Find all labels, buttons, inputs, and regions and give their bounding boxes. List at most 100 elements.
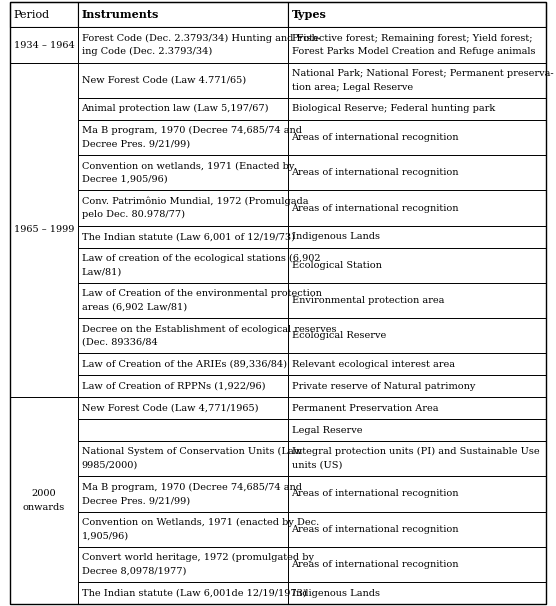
Bar [78,62,288,98]
Bar [288,98,546,120]
Text: 1,905/96): 1,905/96) [82,531,128,541]
Bar [78,120,288,155]
Bar [288,283,546,318]
Bar [78,283,288,318]
Text: 9985/2000): 9985/2000) [82,461,138,470]
Text: Decree 8,0978/1977): Decree 8,0978/1977) [82,567,186,576]
Text: Indigenous Lands: Indigenous Lands [291,588,380,598]
Bar [288,62,546,98]
Text: areas (6,902 Law/81): areas (6,902 Law/81) [82,303,187,311]
Text: Ecological Station: Ecological Station [291,261,381,270]
Bar [288,318,546,353]
Text: 2000: 2000 [32,490,56,498]
Text: tion area; Legal Reserve: tion area; Legal Reserve [291,82,413,92]
Text: Private reserve of Natural patrimony: Private reserve of Natural patrimony [291,382,475,391]
Text: Convert world heritage, 1972 (promulgated by: Convert world heritage, 1972 (promulgate… [82,553,314,562]
Text: Decree Pres. 9/21/99): Decree Pres. 9/21/99) [82,140,190,148]
Bar [288,397,546,419]
Text: Law of Creation of the environmental protection: Law of Creation of the environmental pro… [82,289,321,298]
Bar [78,155,288,190]
Bar [10,397,78,604]
Text: The Indian statute (Law 6,001de 12/19/1973): The Indian statute (Law 6,001de 12/19/19… [82,588,306,598]
Bar [288,353,546,375]
Bar [78,511,288,547]
Bar [10,27,78,62]
Bar [288,155,546,190]
Text: Period: Period [13,10,49,20]
Bar [288,511,546,547]
Bar [78,547,288,582]
Bar [288,120,546,155]
Bar [78,190,288,225]
Text: Areas of international recognition: Areas of international recognition [291,168,459,178]
Text: Forest Parks Model Creation and Refuge animals: Forest Parks Model Creation and Refuge a… [291,47,535,56]
Text: Conv. Patrimônio Mundial, 1972 (Promulgada: Conv. Patrimônio Mundial, 1972 (Promulga… [82,196,308,206]
Text: Convention on wetlands, 1971 (Enacted by: Convention on wetlands, 1971 (Enacted by [82,162,294,171]
Bar [288,225,546,248]
Text: Areas of international recognition: Areas of international recognition [291,490,459,498]
Text: Legal Reserve: Legal Reserve [291,425,362,435]
Text: National Park; National Forest; Permanent preserva-: National Park; National Forest; Permanen… [291,69,553,78]
Text: Areas of international recognition: Areas of international recognition [291,204,459,213]
Text: Integral protection units (PI) and Sustainable Use: Integral protection units (PI) and Susta… [291,447,539,456]
Text: Ma B program, 1970 (Decree 74,685/74 and: Ma B program, 1970 (Decree 74,685/74 and [82,126,301,135]
Bar [288,27,546,62]
Bar [288,190,546,225]
Text: Ecological Reserve: Ecological Reserve [291,331,386,341]
Text: New Forest Code (Law 4.771/65): New Forest Code (Law 4.771/65) [82,76,246,85]
Bar [10,2,78,27]
Bar [78,397,288,419]
Text: onwards: onwards [23,503,65,512]
Bar [78,582,288,604]
Text: Types: Types [291,9,326,20]
Bar [78,98,288,120]
Text: Environmental protection area: Environmental protection area [291,296,444,305]
Text: Convention on Wetlands, 1971 (enacted by Dec.: Convention on Wetlands, 1971 (enacted by… [82,518,319,527]
Text: Indigenous Lands: Indigenous Lands [291,232,380,241]
Bar [288,547,546,582]
Text: Instruments: Instruments [82,9,159,20]
Bar [78,476,288,511]
Bar [288,441,546,476]
Text: Areas of international recognition: Areas of international recognition [291,525,459,534]
Text: Biological Reserve; Federal hunting park: Biological Reserve; Federal hunting park [291,104,495,113]
Text: Decree on the Establishment of ecological reserves: Decree on the Establishment of ecologica… [82,325,336,334]
Text: Permanent Preservation Area: Permanent Preservation Area [291,404,438,413]
Text: Law of Creation of RPPNs (1,922/96): Law of Creation of RPPNs (1,922/96) [82,382,265,391]
Text: (Dec. 89336/84: (Dec. 89336/84 [82,338,157,347]
Text: 1934 – 1964: 1934 – 1964 [14,41,75,50]
Text: units (US): units (US) [291,461,342,470]
Text: Relevant ecological interest area: Relevant ecological interest area [291,360,454,369]
Text: Law of creation of the ecological stations (6,902: Law of creation of the ecological statio… [82,254,320,263]
Bar [78,248,288,283]
Bar [78,318,288,353]
Text: National System of Conservation Units (Law: National System of Conservation Units (L… [82,447,301,456]
Bar [78,375,288,397]
Bar [288,582,546,604]
Text: Law of Creation of the ARIEs (89,336/84): Law of Creation of the ARIEs (89,336/84) [82,360,286,369]
Bar [78,27,288,62]
Text: Areas of international recognition: Areas of international recognition [291,133,459,142]
Text: 1965 – 1999: 1965 – 1999 [14,225,74,235]
Text: Forest Code (Dec. 2.3793/34) Hunting and Fish-: Forest Code (Dec. 2.3793/34) Hunting and… [82,34,320,43]
Bar [288,419,546,441]
Bar [10,62,78,397]
Text: Animal protection law (Law 5,197/67): Animal protection law (Law 5,197/67) [82,104,269,113]
Bar [78,441,288,476]
Text: pelo Dec. 80.978/77): pelo Dec. 80.978/77) [82,210,185,219]
Bar [288,476,546,511]
Text: Areas of international recognition: Areas of international recognition [291,560,459,569]
Text: Law/81): Law/81) [82,267,122,276]
Bar [78,353,288,375]
Bar [78,2,288,27]
Text: The Indian statute (Law 6,001 of 12/19/73): The Indian statute (Law 6,001 of 12/19/7… [82,232,295,241]
Text: Ma B program, 1970 (Decree 74,685/74 and: Ma B program, 1970 (Decree 74,685/74 and [82,482,301,491]
Text: Decree 1,905/96): Decree 1,905/96) [82,175,167,184]
Text: Protective forest; Remaining forest; Yield forest;: Protective forest; Remaining forest; Yie… [291,34,532,43]
Bar [78,225,288,248]
Text: ing Code (Dec. 2.3793/34): ing Code (Dec. 2.3793/34) [82,47,212,56]
Text: New Forest Code (Law 4,771/1965): New Forest Code (Law 4,771/1965) [82,404,258,413]
Text: Decree Pres. 9/21/99): Decree Pres. 9/21/99) [82,496,190,505]
Bar [78,419,288,441]
Bar [288,375,546,397]
